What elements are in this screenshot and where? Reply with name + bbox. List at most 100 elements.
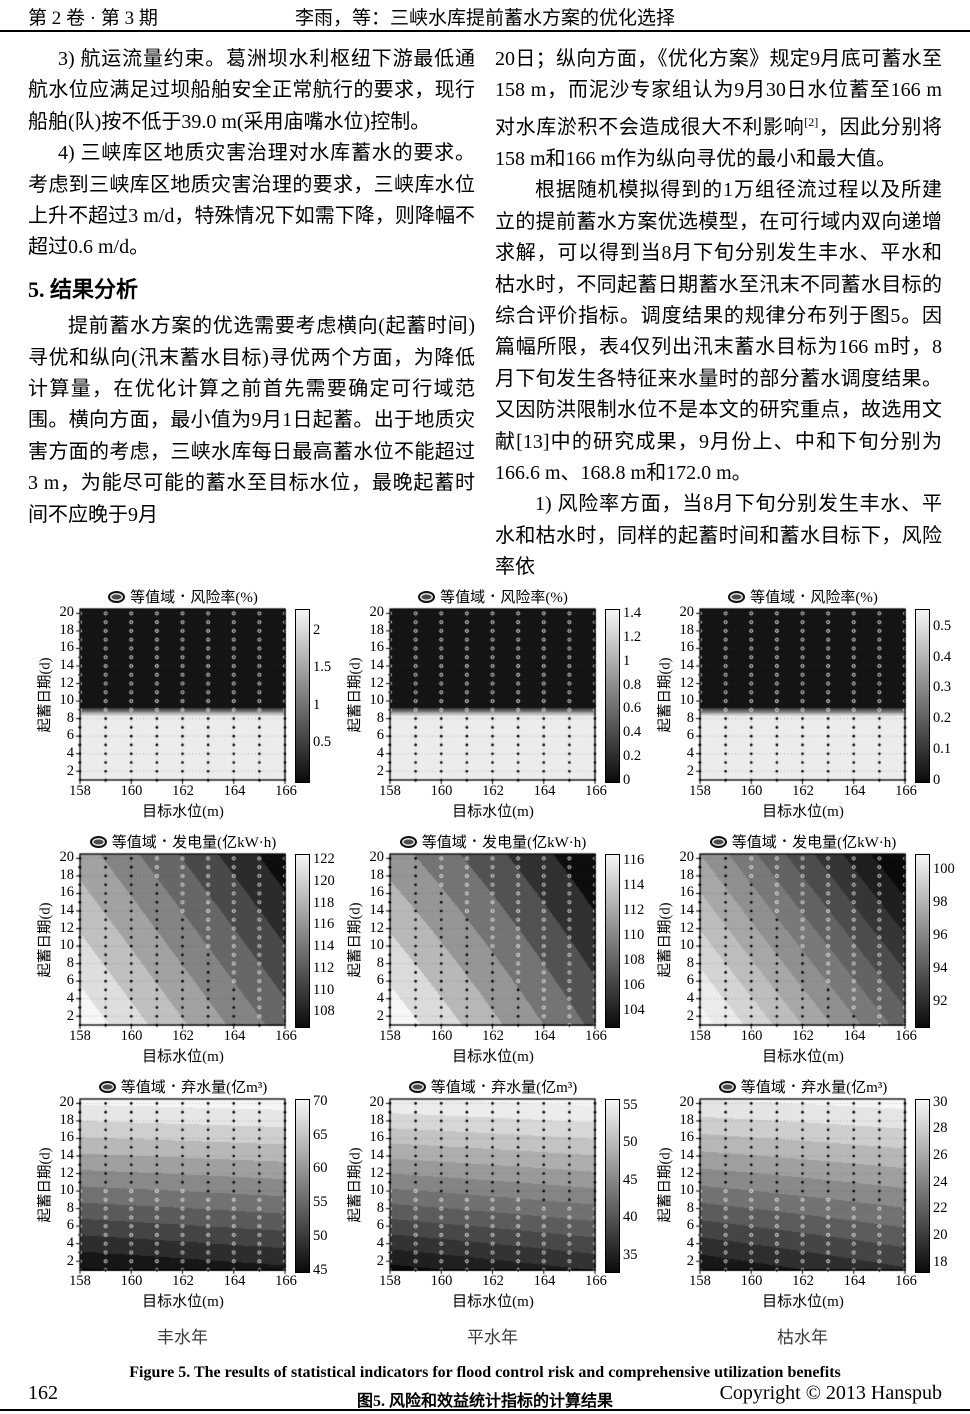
legend-label: 等值域 (740, 1080, 786, 1097)
colorbar-tick-label: 0 (623, 771, 631, 788)
colorbar-tick-label: 30 (933, 1093, 948, 1110)
colorbar-tick-label: 65 (313, 1126, 328, 1143)
colorbar-tick-label: 1 (313, 696, 321, 713)
x-tick-label: 160 (120, 1272, 143, 1289)
plot-canvas (385, 849, 601, 1032)
y-tick-label: 14 (679, 901, 695, 918)
colorbar-tick-label: 114 (623, 876, 645, 893)
colorbar (295, 1098, 310, 1273)
x-tick-label: 164 (843, 1272, 866, 1289)
y-tick-label: 18 (679, 621, 695, 638)
y-tick-label: 16 (59, 1129, 75, 1146)
contour-chart: 等值域 · 弃水量(亿m³) 起蓄日期(d) 2 4 6 8 10 12 14 16 18 20 158 16… (340, 1078, 645, 1315)
colorbar-tick-label: 45 (313, 1261, 328, 1278)
colorbar-tick-label: 94 (933, 960, 948, 977)
colorbar-tick-label: 108 (623, 951, 645, 968)
contour-legend-icon (718, 1080, 736, 1093)
y-tick-label: 14 (59, 656, 75, 673)
y-tick-label: 10 (679, 1182, 695, 1199)
colorbar-tick-label: 28 (933, 1120, 948, 1137)
x-axis-label: 目标水位(m) (142, 1048, 224, 1065)
y-tick-label: 10 (679, 937, 695, 954)
x-tick-label: 166 (585, 782, 607, 799)
colorbar-tick-label: 1 (623, 652, 631, 669)
x-tick-label: 164 (223, 1027, 246, 1044)
legend-label: 等值域 (120, 1080, 166, 1097)
y-tick-label: 8 (66, 954, 74, 971)
legend-label: 等值域 (731, 835, 777, 852)
colorbar-tick-label: 1.2 (623, 629, 642, 646)
y-tick-label: 18 (59, 866, 75, 883)
colorbar-tick-label: 0.3 (933, 679, 952, 696)
contour-legend-icon (89, 835, 107, 848)
x-tick-label: 166 (275, 782, 297, 799)
contour-chart: 等值域 · 弃水量(亿m³) 起蓄日期(d) 2 4 6 8 10 12 14 16 18 20 158 16… (30, 1078, 335, 1315)
y-tick-label: 14 (369, 901, 385, 918)
colorbar-tick-label: 116 (623, 852, 645, 869)
y-tick-label: 14 (59, 1146, 75, 1163)
contour-legend-icon (399, 835, 417, 848)
colorbar-tick-label: 114 (313, 938, 335, 955)
paragraph: 根据随机模拟得到的1万组径流过程以及所建立的提前蓄水方案优选模型，在可行域内双向… (495, 179, 942, 484)
y-tick-label: 16 (369, 1129, 385, 1146)
chart-title: 等值域 · 风险率(%) (54, 588, 312, 606)
y-tick-label: 6 (66, 727, 74, 744)
paragraph: 提前蓄水方案的优选需要考虑横向(起蓄时间)寻优和纵向(汛末蓄水目标)寻优两个方面… (28, 315, 475, 526)
y-tick-label: 12 (679, 1164, 695, 1181)
y-tick-label: 10 (59, 937, 75, 954)
figure-caption-en: Figure 5. The results of statistical ind… (129, 1363, 841, 1381)
y-tick-label: 2 (376, 762, 384, 779)
y-tick-label: 8 (686, 1199, 694, 1216)
colorbar (295, 853, 310, 1028)
x-tick-label: 158 (379, 1027, 401, 1044)
y-tick-label: 6 (376, 1217, 384, 1234)
x-tick-label: 158 (689, 1272, 711, 1289)
y-tick-label: 6 (686, 972, 694, 989)
x-tick-label: 162 (172, 782, 194, 799)
y-tick-label: 8 (376, 1199, 384, 1216)
x-tick-label: 160 (430, 782, 453, 799)
y-tick-label: 18 (369, 866, 385, 883)
y-tick-label: 8 (66, 1199, 74, 1216)
colorbar-tick-label: 0.2 (933, 710, 952, 727)
metric-label: 发电量(亿kW·h) (792, 835, 897, 852)
colorbar-tick-label: 0.8 (623, 676, 642, 693)
point-marker-icon: · (490, 587, 496, 605)
contour-chart: 等值域 · 风险率(%) 起蓄日期(d) 2 4 6 8 10 12 14 16 18 20 158 160 1… (340, 588, 645, 825)
y-tick-label: 2 (66, 762, 74, 779)
colorbar (915, 608, 930, 783)
section-heading: 5. 结果分析 (28, 276, 139, 302)
y-tick-label: 18 (679, 1111, 695, 1128)
y-tick-label: 2 (686, 762, 694, 779)
x-tick-label: 162 (172, 1027, 194, 1044)
x-tick-label: 158 (69, 782, 91, 799)
issue-label: 第 2 卷 · 第 3 期 (28, 8, 158, 29)
plot-canvas (385, 604, 601, 787)
y-tick-label: 20 (679, 848, 695, 865)
colorbar-tick-label: 106 (623, 976, 645, 993)
colorbar-tick-label: 122 (313, 851, 335, 868)
chart-title: 等值域 · 发电量(亿kW·h) (364, 833, 622, 851)
colorbar-tick-label: 0 (933, 771, 941, 788)
y-tick-label: 20 (59, 1093, 75, 1110)
y-tick-label: 6 (376, 727, 384, 744)
y-tick-label: 20 (59, 603, 75, 620)
colorbar-tick-label: 0.4 (933, 648, 952, 665)
y-tick-label: 12 (369, 1164, 385, 1181)
x-tick-label: 166 (895, 782, 917, 799)
x-axis-label: 目标水位(m) (452, 1293, 534, 1310)
y-tick-label: 4 (66, 745, 74, 762)
chart-row: 等值域 · 弃水量(亿m³) 起蓄日期(d) 2 4 6 8 10 12 14 16 18 20 158 16… (30, 1078, 970, 1315)
y-tick-label: 10 (59, 692, 75, 709)
x-tick-label: 160 (740, 1272, 763, 1289)
contour-legend-icon (728, 590, 746, 603)
x-tick-label: 162 (482, 1272, 504, 1289)
colorbar (915, 853, 930, 1028)
y-tick-label: 4 (376, 1235, 384, 1252)
y-tick-label: 2 (376, 1252, 384, 1269)
x-tick-label: 166 (895, 1272, 917, 1289)
y-tick-label: 14 (369, 656, 385, 673)
point-marker-icon: · (781, 832, 788, 850)
plot-canvas (695, 604, 911, 787)
x-tick-label: 160 (120, 782, 143, 799)
